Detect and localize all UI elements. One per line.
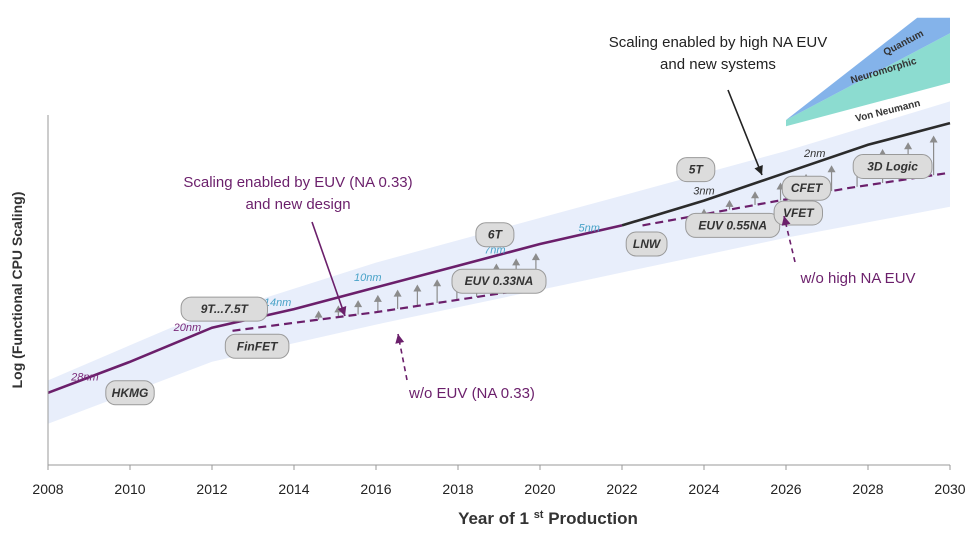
technology-pill <box>685 212 781 238</box>
annotation-line: Scaling enabled by EUV (NA 0.33) <box>183 174 412 191</box>
technology-pill <box>451 268 547 294</box>
scaling-arrow-head <box>904 142 913 150</box>
x-tick-label: 2018 <box>442 481 473 497</box>
scaling-arrow-head <box>751 191 760 199</box>
annotation-text: w/o EUV (NA 0.33) <box>408 385 535 402</box>
x-tick-label: 2014 <box>278 481 309 497</box>
x-tick-label: 2024 <box>688 481 719 497</box>
series-line-1 <box>621 121 951 227</box>
scaling-arrow-head <box>531 253 540 261</box>
x-tick-label: 2020 <box>524 481 555 497</box>
technology-pill-label: EUV 0.55NA <box>698 218 767 232</box>
node-label: 3nm <box>693 185 714 197</box>
scaling-arrow-head <box>354 300 363 308</box>
annotation-line: and new design <box>245 196 350 213</box>
series-line-2 <box>232 286 541 332</box>
x-axis-label-text: Year of 1 <box>458 509 529 528</box>
series-line-0 <box>47 224 623 395</box>
technology-labels: HKMG 9T...7.5T FinFET 6T EUV 0.33NA 5T LNW EUV … <box>105 154 933 406</box>
annotation-line: Scaling enabled by high NA EUV <box>609 34 827 51</box>
annotation-text: Scaling enabled by EUV (NA 0.33) and new … <box>183 174 412 213</box>
annotation-pointer <box>311 221 346 317</box>
technology-pill <box>625 231 668 257</box>
annotations: Scaling enabled by high NA EUV and new sy… <box>183 34 915 402</box>
neuromorphic-band <box>786 33 950 127</box>
x-axis-label-superscript: st <box>534 509 544 521</box>
x-tick-label: 2016 <box>360 481 391 497</box>
scaling-arrow-head <box>314 310 323 318</box>
scaling-arrow-head <box>512 258 521 266</box>
annotation-text: Scaling enabled by high NA EUV and new sy… <box>609 34 827 73</box>
technology-pill-label: LNW <box>633 237 662 251</box>
technology-pill <box>180 296 269 322</box>
scaling-arrow-head <box>433 279 442 287</box>
technology-pill <box>105 380 155 406</box>
x-ticks: 2008 2010 2012 2014 2016 2018 2020 2022 2024 2026… <box>32 465 966 497</box>
scaling-arrow-head <box>413 284 422 292</box>
x-tick-label: 2008 <box>32 481 63 497</box>
node-label: 10nm <box>354 272 382 284</box>
annotation-pointer <box>727 89 763 176</box>
technology-pill-label: 3D Logic <box>867 160 918 174</box>
technology-pill-label: FinFET <box>237 339 279 353</box>
scaling-arrow-head <box>827 165 836 173</box>
x-tick-label: 2030 <box>934 481 965 497</box>
technology-pill-label: EUV 0.33NA <box>465 274 534 288</box>
annotation-line: w/o high NA EUV <box>799 270 915 287</box>
y-axis-label: Log (Functional CPU Scaling) <box>9 192 25 389</box>
technology-pill <box>224 333 290 359</box>
quantum-band <box>786 17 950 121</box>
scaling-arrow-head <box>929 135 938 143</box>
node-label: 5nm <box>578 223 599 235</box>
scaling-arrow-head <box>393 289 402 297</box>
axes <box>47 115 950 466</box>
technology-pill-label: 5T <box>689 163 705 177</box>
node-labels: 28nm 20nm 14nm 10nm 7nm 5nm 3nm 2nm <box>70 148 825 383</box>
x-tick-label: 2028 <box>852 481 883 497</box>
annotation-line: w/o EUV (NA 0.33) <box>408 385 535 402</box>
x-tick-label: 2012 <box>196 481 227 497</box>
technology-pill <box>852 154 933 179</box>
annotation-line: and new systems <box>660 56 776 73</box>
x-tick-label: 2022 <box>606 481 637 497</box>
technology-pill-label: 9T...7.5T <box>201 302 250 316</box>
technology-pill-label: HKMG <box>112 386 149 400</box>
node-label: 20nm <box>173 322 202 334</box>
node-label: 28nm <box>70 371 99 383</box>
technology-pill <box>781 175 832 201</box>
technology-pill <box>676 157 716 183</box>
node-label: 14nm <box>264 297 292 309</box>
x-tick-label: 2026 <box>770 481 801 497</box>
x-axis-label: Year of 1 st Production <box>458 509 638 528</box>
annotation-pointer-head <box>781 216 791 226</box>
annotation-pointer-head <box>754 164 763 175</box>
technology-pill-label: CFET <box>791 181 824 195</box>
scaling-arrow-head <box>725 199 734 207</box>
technology-pill-label: VFET <box>783 206 815 220</box>
node-label: 2nm <box>803 148 825 160</box>
x-axis-label-rest: Production <box>543 509 637 528</box>
technology-pill <box>475 222 515 248</box>
node-label: 7nm <box>484 244 505 256</box>
annotation-text: w/o high NA EUV <box>799 270 915 287</box>
annotation-pointer-head <box>337 306 347 316</box>
annotation-pointer-head <box>395 334 405 344</box>
scaling-arrow-head <box>373 294 382 302</box>
technology-pill-label: 6T <box>488 228 504 242</box>
x-tick-label: 2010 <box>114 481 145 497</box>
